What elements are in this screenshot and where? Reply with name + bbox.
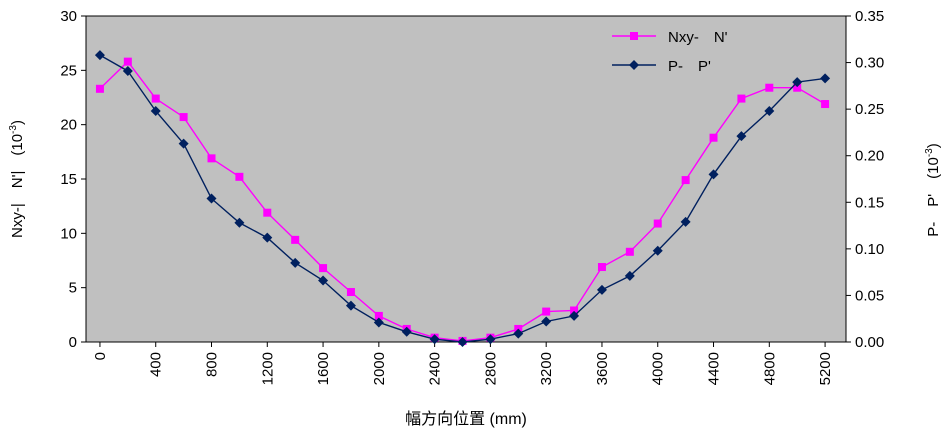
x-tick-label: 2000 bbox=[371, 352, 388, 385]
x-tick-label: 4000 bbox=[650, 352, 667, 385]
data-point-series-2 bbox=[429, 334, 440, 345]
x-tick-label: 4400 bbox=[706, 352, 723, 385]
left-y-tick-label: 25 bbox=[60, 62, 77, 79]
legend-marker-series-2 bbox=[629, 60, 639, 70]
right-y-tick-label: 0.20 bbox=[855, 148, 884, 165]
right-y-axis-title: P- P' (10-3) bbox=[924, 143, 942, 236]
x-tick-label: 4800 bbox=[761, 352, 778, 385]
data-point-series-1 bbox=[374, 311, 383, 320]
data-point-series-2 bbox=[318, 275, 329, 286]
right-y-axis: 0.00 0.05 0.10 0.15 0.20 0.25 0.30 0.35 bbox=[846, 8, 884, 351]
data-point-series-1 bbox=[681, 176, 690, 185]
data-point-series-2 bbox=[401, 326, 412, 337]
data-point-series-1 bbox=[542, 307, 551, 316]
left-y-tick-label: 5 bbox=[69, 280, 77, 297]
data-point-series-2 bbox=[290, 257, 301, 268]
x-tick-label: 3600 bbox=[594, 352, 611, 385]
x-tick-label: 400 bbox=[148, 352, 165, 377]
x-tick-label: 1600 bbox=[315, 352, 332, 385]
data-point-series-1 bbox=[235, 172, 244, 181]
data-point-series-2 bbox=[708, 169, 719, 180]
data-point-series-1 bbox=[793, 83, 802, 92]
data-point-series-2 bbox=[596, 284, 607, 295]
right-y-tick-label: 0.25 bbox=[855, 101, 884, 118]
x-tick-label: 3200 bbox=[538, 352, 555, 385]
x-tick-label: 5200 bbox=[817, 352, 834, 385]
data-point-series-1 bbox=[263, 208, 272, 217]
legend-label-series-2: P- P' bbox=[668, 58, 711, 75]
data-point-series-1 bbox=[709, 133, 718, 142]
x-tick-label: 0 bbox=[92, 352, 109, 360]
x-tick-label: 2400 bbox=[427, 352, 444, 385]
series-layer bbox=[94, 50, 831, 347]
data-point-series-1 bbox=[597, 263, 606, 272]
data-point-series-2 bbox=[569, 310, 580, 321]
data-point-series-1 bbox=[821, 100, 830, 109]
left-y-tick-label: 0 bbox=[69, 334, 77, 351]
data-point-series-2 bbox=[820, 73, 831, 84]
data-point-series-1 bbox=[95, 84, 104, 93]
data-point-series-1 bbox=[346, 288, 355, 297]
data-point-series-1 bbox=[625, 247, 634, 256]
legend: Nxy- N' P- P' bbox=[612, 29, 728, 75]
data-point-series-2 bbox=[764, 106, 775, 117]
data-point-series-2 bbox=[624, 270, 635, 281]
x-axis: 0 400 800 1200 1600 2000 2400 2800 3200 3600 4000 4… bbox=[92, 342, 834, 385]
left-y-tick-label: 20 bbox=[60, 117, 77, 134]
data-point-series-1 bbox=[319, 264, 328, 273]
data-point-series-1 bbox=[570, 306, 579, 315]
right-y-tick-label: 0.05 bbox=[855, 287, 884, 304]
right-y-tick-label: 0.30 bbox=[855, 55, 884, 72]
left-y-axis-title: Nxy-| N'| (10-3) bbox=[8, 120, 26, 238]
x-tick-label: 2800 bbox=[482, 352, 499, 385]
data-point-series-2 bbox=[680, 216, 691, 227]
right-y-tick-label: 0.35 bbox=[855, 8, 884, 25]
data-point-series-2 bbox=[792, 77, 803, 88]
data-point-series-2 bbox=[373, 317, 384, 328]
left-y-axis: 0 5 10 15 20 25 30 bbox=[60, 8, 86, 351]
data-point-series-1 bbox=[291, 235, 300, 244]
x-tick-label: 800 bbox=[204, 352, 221, 377]
data-point-series-2 bbox=[513, 328, 524, 339]
right-y-tick-label: 0.15 bbox=[855, 194, 884, 211]
right-y-tick-label: 0.10 bbox=[855, 241, 884, 258]
data-point-series-1 bbox=[737, 94, 746, 103]
legend-marker-series-1 bbox=[630, 32, 638, 40]
data-point-series-2 bbox=[652, 245, 663, 256]
data-point-series-2 bbox=[122, 65, 133, 76]
data-point-series-2 bbox=[234, 217, 245, 228]
legend-label-series-1: Nxy- N' bbox=[668, 29, 728, 46]
data-point-series-1 bbox=[151, 94, 160, 103]
data-point-series-2 bbox=[485, 334, 496, 345]
data-point-series-2 bbox=[150, 106, 161, 117]
data-point-series-2 bbox=[345, 300, 356, 311]
data-point-series-2 bbox=[457, 337, 468, 347]
plot-area bbox=[85, 15, 847, 343]
left-y-tick-label: 10 bbox=[60, 225, 77, 242]
data-point-series-2 bbox=[178, 138, 189, 149]
right-y-tick-label: 0.00 bbox=[855, 334, 884, 351]
data-point-series-2 bbox=[94, 50, 105, 61]
data-point-series-2 bbox=[736, 131, 747, 142]
data-point-series-1 bbox=[653, 219, 662, 228]
left-y-tick-label: 15 bbox=[60, 171, 77, 188]
data-point-series-1 bbox=[179, 113, 188, 122]
data-point-series-2 bbox=[541, 316, 552, 327]
data-point-series-2 bbox=[262, 232, 273, 243]
x-tick-label: 1200 bbox=[259, 352, 276, 385]
data-point-series-2 bbox=[206, 193, 217, 204]
data-point-series-1 bbox=[123, 57, 132, 66]
left-y-tick-label: 30 bbox=[60, 8, 77, 25]
data-point-series-1 bbox=[765, 83, 774, 92]
x-axis-title: 幅方向位置 (mm) bbox=[405, 410, 527, 428]
data-point-series-1 bbox=[207, 154, 216, 163]
